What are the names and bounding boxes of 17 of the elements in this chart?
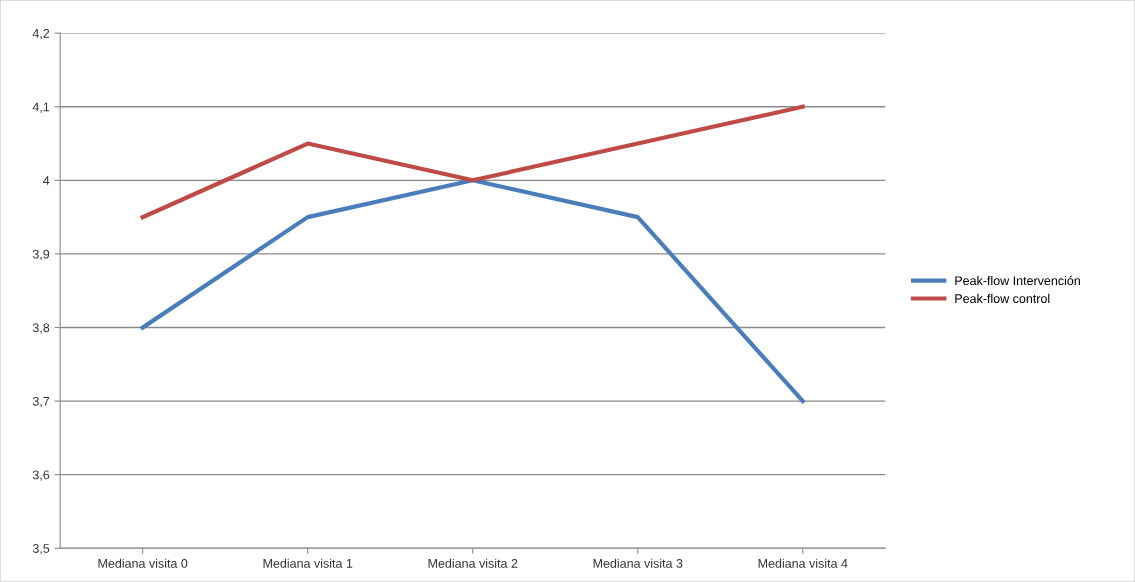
y-tick-label: 3,8 — [32, 323, 50, 334]
y-tick-label: 3,9 — [32, 249, 50, 261]
y-tick-label: 3,6 — [32, 470, 50, 481]
line-series — [140, 104, 805, 220]
y-tick-label: 3,7 — [32, 396, 50, 408]
legend-label: Peak-flow Intervención — [955, 275, 1080, 286]
x-tick-label: Mediana visita 4 — [758, 558, 848, 568]
y-tick-label: 4,1 — [32, 102, 50, 113]
x-tick-label: Mediana visita 3 — [593, 558, 683, 568]
y-tick-label: 3,5 — [32, 544, 50, 555]
line-series — [140, 178, 805, 404]
y-tick-label: 4,2 — [32, 28, 50, 40]
x-tick-label: Mediana visita 0 — [98, 558, 188, 568]
x-tick-label: Mediana visita 1 — [263, 558, 353, 568]
y-tick-label: 4 — [43, 176, 50, 185]
x-tick-label: Mediana visita 2 — [428, 558, 518, 568]
legend-label: Peak-flow control — [955, 293, 1050, 304]
